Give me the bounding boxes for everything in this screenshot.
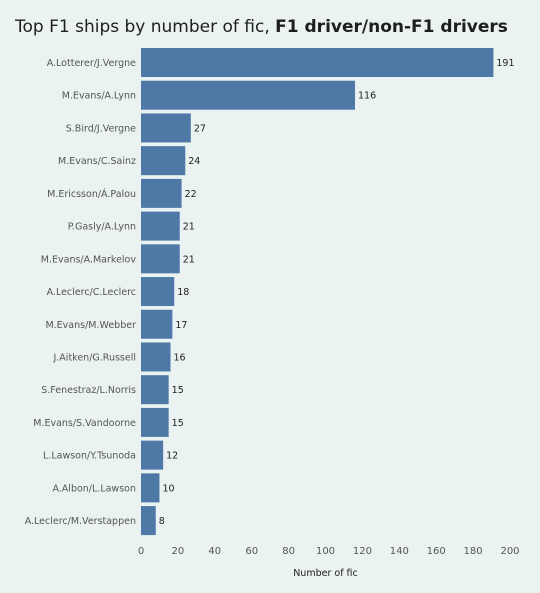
x-tick-label: 200: [500, 546, 519, 557]
bar-group: M.Evans/M.Webber 17: [45, 309, 187, 339]
bar[interactable]: [141, 473, 160, 503]
x-axis: 0 20 40 60 80 100 120 140 160 180 200: [138, 546, 520, 557]
x-tick-label: 120: [353, 546, 372, 557]
bar[interactable]: [141, 244, 180, 274]
data-label: 8: [159, 516, 165, 527]
data-label: 12: [166, 451, 178, 462]
category-label: J.Aitken/G.Russell: [52, 352, 136, 363]
x-tick-label: 100: [316, 546, 335, 557]
category-label: P.Gasly/A.Lynn: [68, 222, 136, 233]
category-label: M.Evans/A.Lynn: [62, 91, 136, 102]
bar[interactable]: [141, 342, 171, 372]
category-label: M.Evans/S.Vandoorne: [33, 418, 136, 429]
bar[interactable]: [141, 277, 175, 307]
bar-group: M.Ericsson/Á.Palou 22: [47, 178, 197, 208]
x-tick-label: 160: [427, 546, 446, 557]
data-label: 17: [175, 320, 187, 331]
category-label: M.Evans/A.Markelov: [41, 254, 137, 265]
chart-title-regular: Top F1 ships by number of fic,: [15, 17, 276, 37]
x-tick-label: 180: [464, 546, 483, 557]
chart-title-bold: F1 driver/non-F1 drivers: [275, 17, 508, 37]
chart-title: Top F1 ships by number of fic, F1 driver…: [15, 17, 508, 37]
x-tick-label: 60: [245, 546, 258, 557]
bar[interactable]: [141, 440, 164, 470]
bar[interactable]: [141, 113, 191, 143]
data-label: 191: [496, 58, 514, 69]
bar-group: M.Evans/C.Sainz 24: [58, 146, 200, 176]
bar-group: M.Evans/A.Lynn 116: [62, 80, 376, 110]
bar[interactable]: [141, 309, 173, 339]
category-label: A.Leclerc/M.Verstappen: [25, 516, 136, 527]
bar[interactable]: [141, 178, 182, 208]
data-label: 116: [358, 91, 376, 102]
bars-layer: A.Lotterer/J.Vergne 191 M.Evans/A.Lynn 116 S…: [25, 48, 515, 536]
bar[interactable]: [141, 48, 494, 77]
x-axis-title: Number of fic: [293, 568, 358, 579]
bar-group: A.Leclerc/M.Verstappen 8: [25, 506, 165, 536]
x-tick-label: 80: [282, 546, 295, 557]
category-label: A.Lotterer/J.Vergne: [47, 58, 136, 69]
bar-group: M.Evans/A.Markelov 21: [41, 244, 195, 274]
category-label: A.Albon/L.Lawson: [52, 483, 136, 494]
x-tick-label: 140: [390, 546, 409, 557]
bar[interactable]: [141, 375, 169, 405]
bar[interactable]: [141, 407, 169, 437]
data-label: 16: [174, 352, 186, 363]
bar-group: S.Fenestraz/L.Norris 15: [41, 375, 184, 405]
category-label: S.Bird/J.Vergne: [66, 123, 136, 134]
category-label: M.Ericsson/Á.Palou: [47, 188, 136, 200]
data-label: 21: [183, 222, 195, 233]
bar-group: M.Evans/S.Vandoorne 15: [33, 407, 184, 437]
bar[interactable]: [141, 80, 356, 110]
bar-group: A.Lotterer/J.Vergne 191: [47, 48, 515, 77]
data-label: 10: [162, 483, 174, 494]
data-label: 27: [194, 123, 206, 134]
data-label: 18: [177, 287, 189, 298]
x-tick-label: 0: [138, 546, 144, 557]
category-label: M.Evans/C.Sainz: [58, 156, 136, 167]
x-tick-label: 40: [208, 546, 221, 557]
category-label: M.Evans/M.Webber: [45, 320, 136, 331]
bar-group: J.Aitken/G.Russell 16: [52, 342, 186, 372]
bar[interactable]: [141, 506, 156, 536]
category-label: L.Lawson/Y.Tsunoda: [43, 451, 136, 462]
bar[interactable]: [141, 146, 186, 176]
data-label: 21: [183, 254, 195, 265]
category-label: S.Fenestraz/L.Norris: [41, 385, 136, 396]
category-label: A.Leclerc/C.Leclerc: [47, 287, 136, 298]
bar[interactable]: [141, 211, 180, 241]
data-label: 22: [185, 189, 197, 200]
data-label: 24: [188, 156, 200, 167]
bar-group: P.Gasly/A.Lynn 21: [68, 211, 195, 241]
bar-group: A.Leclerc/C.Leclerc 18: [47, 277, 189, 307]
x-tick-label: 20: [172, 546, 185, 557]
bar-group: L.Lawson/Y.Tsunoda 12: [43, 440, 178, 470]
data-label: 15: [172, 385, 184, 396]
data-label: 15: [172, 418, 184, 429]
bar-group: A.Albon/L.Lawson 10: [52, 473, 175, 503]
bar-group: S.Bird/J.Vergne 27: [66, 113, 206, 143]
